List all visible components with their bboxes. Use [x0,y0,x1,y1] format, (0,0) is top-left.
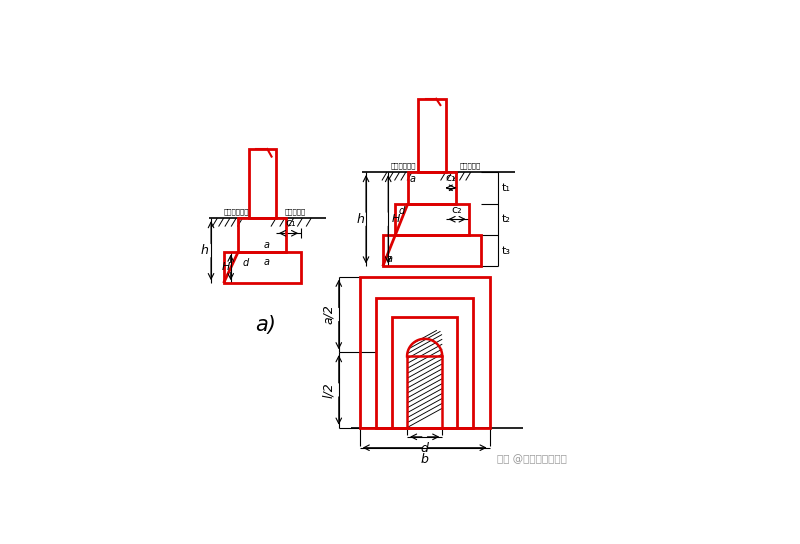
Text: a: a [387,254,393,264]
Text: b: b [421,453,429,466]
Text: a): a) [255,315,276,335]
Text: H: H [222,262,230,273]
Text: ﾃﾃﾃﾃﾃ: ﾃﾃﾃﾃﾃ [284,208,306,215]
Bar [360,277,490,428]
Text: a/2: a/2 [322,305,335,324]
Bar [249,149,276,218]
Bar [408,172,456,203]
Text: a: a [263,257,270,267]
Bar [382,235,482,267]
Bar [418,99,446,172]
Bar [377,298,473,428]
Text: a: a [263,240,270,250]
Text: c₁: c₁ [446,173,456,183]
Text: H: H [392,214,400,224]
Text: c₁: c₁ [286,218,296,228]
Text: d: d [242,258,249,268]
Bar [238,218,286,252]
Text: h: h [201,244,209,257]
Text: ﾃﾃﾃﾃﾃ: ﾃﾃﾃﾃﾃ [460,163,482,169]
Bar [407,356,442,428]
Text: d: d [421,442,429,455]
Text: t₂: t₂ [502,214,511,224]
Bar [223,252,301,283]
Text: 头条 @建筑工程一点通: 头条 @建筑工程一点通 [497,454,566,464]
Text: ﾃﾃﾃﾃﾃﾃ: ﾃﾃﾃﾃﾃﾃ [391,163,417,169]
Bar [395,203,469,235]
Bar [392,317,458,428]
Text: c₂: c₂ [452,205,462,215]
Text: t₃: t₃ [502,246,511,256]
Text: t₁: t₁ [502,183,511,193]
Text: a: a [409,174,415,184]
Text: d: d [398,206,405,215]
Text: l/2: l/2 [322,382,335,398]
Text: h: h [356,213,364,226]
Text: ﾃﾃﾃﾃﾃﾃ: ﾃﾃﾃﾃﾃﾃ [223,208,249,215]
